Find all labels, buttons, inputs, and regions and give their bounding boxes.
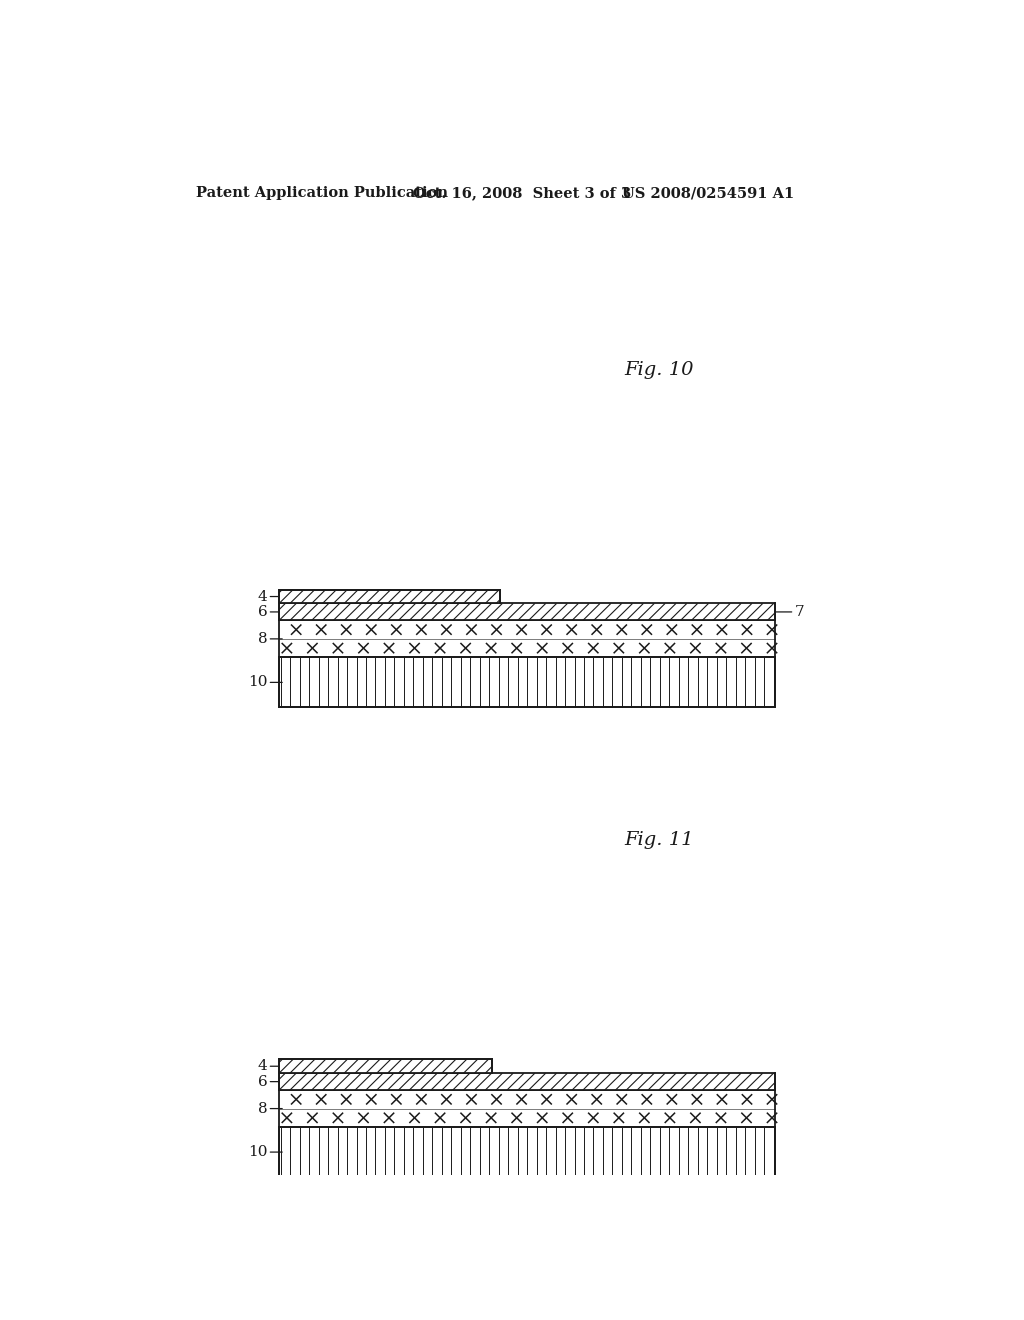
Bar bbox=[280, 1059, 493, 1073]
Text: 10: 10 bbox=[248, 1144, 283, 1159]
Bar bbox=[280, 1073, 775, 1090]
Text: 10: 10 bbox=[248, 676, 283, 689]
Bar bbox=[280, 590, 500, 603]
Text: 7: 7 bbox=[775, 605, 804, 619]
Text: 4: 4 bbox=[258, 1059, 283, 1073]
Text: 6: 6 bbox=[258, 1074, 283, 1089]
Text: 4: 4 bbox=[258, 590, 283, 603]
Text: Patent Application Publication: Patent Application Publication bbox=[197, 186, 449, 201]
Bar bbox=[280, 603, 775, 620]
Text: 8: 8 bbox=[258, 632, 283, 645]
Text: 6: 6 bbox=[258, 605, 283, 619]
Text: Fig. 11: Fig. 11 bbox=[624, 830, 693, 849]
Text: Fig. 10: Fig. 10 bbox=[624, 362, 693, 379]
Text: Oct. 16, 2008  Sheet 3 of 3: Oct. 16, 2008 Sheet 3 of 3 bbox=[414, 186, 632, 201]
Bar bbox=[280, 657, 775, 708]
Text: US 2008/0254591 A1: US 2008/0254591 A1 bbox=[623, 186, 795, 201]
Text: 8: 8 bbox=[258, 1102, 283, 1115]
Bar bbox=[280, 1127, 775, 1177]
